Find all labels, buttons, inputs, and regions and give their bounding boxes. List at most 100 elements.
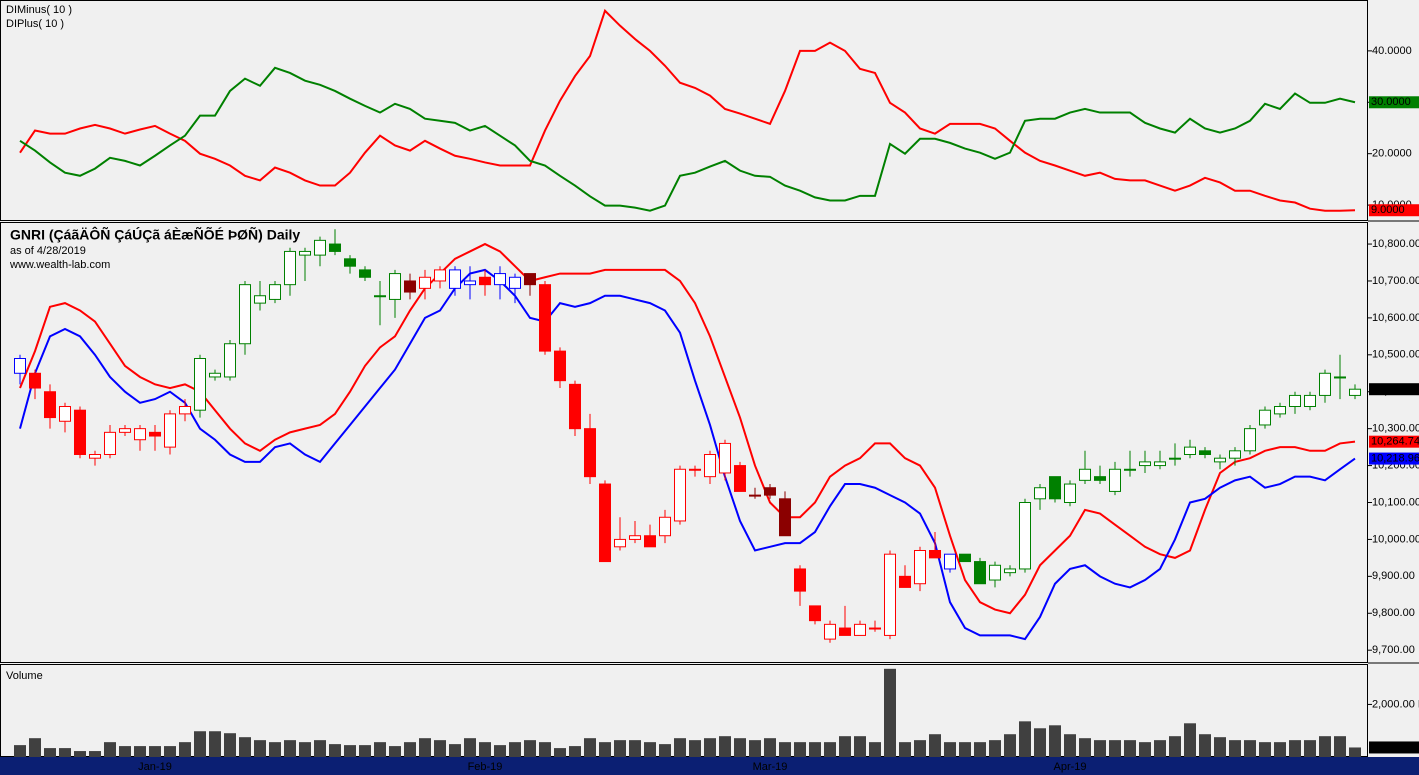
volume-bar <box>1124 740 1136 757</box>
candle-body <box>269 284 281 300</box>
x-tick-label: Apr-19 <box>1053 761 1086 773</box>
volume-bar <box>299 742 311 757</box>
volume-bar <box>959 742 971 757</box>
volume-bar <box>419 738 431 757</box>
y-tick-label: 40.0000 <box>1372 45 1412 57</box>
candle-body <box>599 483 611 563</box>
last-value-label: 30.0000 <box>1371 96 1411 108</box>
candle-body <box>1274 406 1286 415</box>
candle-body <box>569 383 581 430</box>
volume-bar <box>464 738 476 757</box>
last-value-label: 10,406.84 <box>1371 383 1419 395</box>
candle-body <box>1319 372 1331 396</box>
volume-bar <box>734 738 746 757</box>
volume-bar <box>434 740 446 757</box>
candle-body <box>629 535 641 540</box>
volume-bar <box>509 742 521 757</box>
volume-bar <box>989 740 1001 757</box>
last-value-label: 10,218.96 <box>1371 452 1419 464</box>
candle-body <box>284 250 296 286</box>
candle-body <box>614 538 626 548</box>
candle-body <box>1304 394 1316 408</box>
last-value-box <box>1369 383 1419 396</box>
candle-body <box>554 350 566 382</box>
volume-bar <box>269 742 281 757</box>
candle-body <box>1244 428 1256 452</box>
volume-bar <box>1214 737 1226 757</box>
candle-body <box>674 468 686 522</box>
volume-bar <box>164 746 176 757</box>
volume-bar <box>1139 742 1151 757</box>
candle-body <box>584 428 596 478</box>
candle-body <box>314 239 326 256</box>
volume-bar <box>1259 742 1271 757</box>
pane-title: Volume <box>6 670 43 682</box>
y-tick-label: 10,100.00 <box>1372 496 1419 508</box>
candle-body <box>59 406 71 422</box>
candle-body <box>509 276 521 289</box>
x-tick-label: Mar-19 <box>753 761 788 773</box>
volume-bar <box>1034 728 1046 757</box>
candle-body <box>929 549 941 559</box>
volume-bar <box>1319 736 1331 757</box>
last-value-label: 9.0000 <box>1371 204 1405 216</box>
candle-body <box>779 498 791 537</box>
candle-body <box>749 494 761 497</box>
volume-bar <box>1304 740 1316 757</box>
volume-bar <box>194 731 206 757</box>
volume-bar <box>809 742 821 757</box>
volume-bar <box>449 744 461 757</box>
volume-bar <box>1184 723 1196 757</box>
candle-body <box>989 564 1001 581</box>
candle-body <box>1004 568 1016 574</box>
candle-body <box>134 428 146 441</box>
candle-body <box>14 358 26 374</box>
candle-body <box>344 258 356 267</box>
candle-body <box>659 516 671 537</box>
volume-bar <box>1049 725 1061 757</box>
volume-bar <box>644 742 656 757</box>
volume-bar <box>29 738 41 757</box>
candle-body <box>914 549 926 585</box>
price-pane-border <box>0 222 1368 663</box>
volume-bar <box>1019 721 1031 757</box>
candle-body <box>119 428 131 433</box>
volume-bar <box>824 742 836 757</box>
volume-bar <box>704 738 716 757</box>
candle-body <box>1349 388 1361 396</box>
y-tick-label: 20.0000 <box>1372 148 1412 160</box>
volume-bar <box>359 745 371 757</box>
volume-bar <box>944 742 956 757</box>
volume-bar <box>854 736 866 757</box>
x-tick-label: Jan-19 <box>138 761 172 773</box>
volume-bar <box>209 731 221 757</box>
volume-bar <box>329 744 341 757</box>
candle-body <box>1334 376 1346 379</box>
y-tick-label: 9,700.00 <box>1372 644 1415 656</box>
candle-body <box>104 431 116 455</box>
candle-body <box>224 343 236 378</box>
y-tick-label: 10,300.00 <box>1372 423 1419 435</box>
candle-body <box>434 269 446 282</box>
line <box>19 268 1356 641</box>
volume-bar <box>764 738 776 757</box>
candle-body <box>1289 394 1301 408</box>
y-tick-label: 10,800.00 <box>1372 238 1419 250</box>
volume-bar <box>1274 742 1286 757</box>
volume-bar <box>134 746 146 757</box>
volume-bar <box>689 740 701 757</box>
y-tick-label: 10,700.00 <box>1372 275 1419 287</box>
volume-bar <box>494 745 506 757</box>
y-tick-label: 10,000.00 <box>1372 533 1419 545</box>
volume-bar <box>1349 747 1361 757</box>
candle-body <box>734 465 746 492</box>
y-tick-label: 10,500.00 <box>1372 349 1419 361</box>
volume-bar <box>104 742 116 757</box>
volume-bar <box>239 737 251 757</box>
volume-bar <box>389 746 401 757</box>
legend-entry: DIMinus( 10 ) <box>6 4 72 16</box>
volume-bar <box>1199 734 1211 757</box>
candle-body <box>1259 409 1271 426</box>
volume-bar <box>1154 740 1166 757</box>
